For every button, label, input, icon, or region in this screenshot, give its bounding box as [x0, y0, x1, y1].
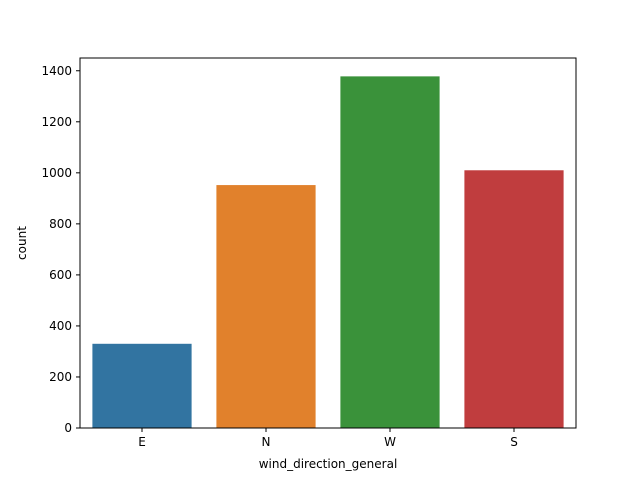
x-tick-label: S: [510, 435, 518, 449]
plot-area: 0 200 400 600 800 1000 1200 1400 E N W S: [41, 57, 577, 449]
bar-w: [340, 76, 440, 429]
y-tick-label: 1200: [41, 115, 72, 129]
y-axis-label: count: [15, 226, 29, 260]
y-tick-label: 1000: [41, 166, 72, 180]
x-axis-label: wind_direction_general: [259, 457, 398, 471]
axes-frame: [79, 57, 577, 429]
bar-s: [464, 170, 564, 428]
bar-n: [216, 185, 316, 428]
x-tick-label: N: [262, 435, 271, 449]
bar-e: [92, 343, 192, 428]
y-axis-ticks: 0 200 400 600 800 1000 1200 1400: [41, 64, 80, 435]
bars-group: [92, 76, 564, 429]
x-tick-label: W: [384, 435, 396, 449]
y-tick-label: 600: [49, 268, 72, 282]
y-tick-label: 1400: [41, 64, 72, 78]
y-tick-label: 0: [64, 421, 72, 435]
y-tick-label: 800: [49, 217, 72, 231]
x-tick-label: E: [138, 435, 146, 449]
y-tick-label: 200: [49, 370, 72, 384]
y-tick-label: 400: [49, 319, 72, 333]
